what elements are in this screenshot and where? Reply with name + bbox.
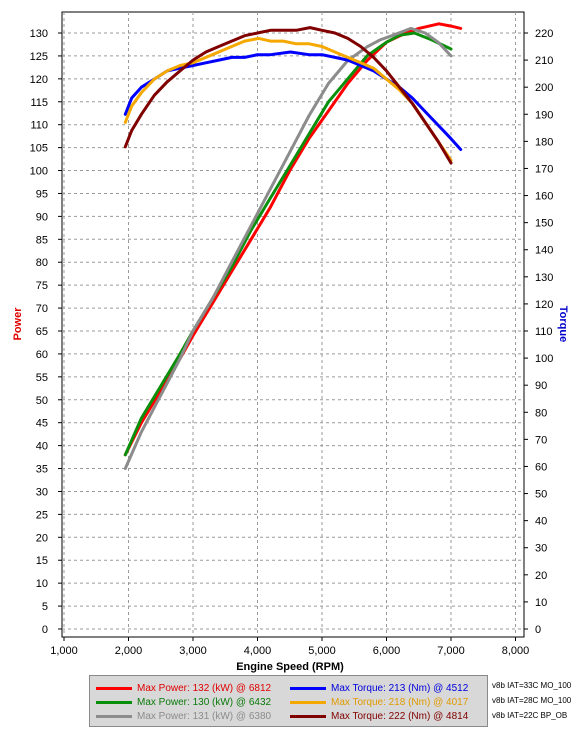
- power-tick-label: 40: [36, 441, 48, 453]
- legend-item-green: Max Power: 130 (kW) @ 6432: [96, 697, 271, 708]
- power-tick-label: 25: [36, 509, 48, 521]
- power-tick-label: 110: [30, 120, 48, 132]
- power-tick-label: 45: [36, 418, 48, 430]
- legend-swatch-orange: [290, 701, 326, 704]
- torque-tick-label: 70: [535, 434, 547, 446]
- power-tick-label: 95: [36, 188, 48, 200]
- legend-swatch-green: [96, 701, 132, 704]
- power-tick-label: 15: [36, 555, 48, 567]
- legend-label-blue: Max Torque: 213 (Nm) @ 4512: [331, 683, 469, 694]
- torque-tick-label: 80: [535, 407, 547, 419]
- legend-item-red: Max Power: 132 (kW) @ 6812: [96, 683, 271, 694]
- torque-tick-label: 60: [535, 461, 547, 473]
- legend-label-darkred: Max Torque: 222 (Nm) @ 4814: [331, 711, 469, 722]
- legend-label-red: Max Power: 132 (kW) @ 6812: [137, 683, 272, 694]
- legend-item-darkred: Max Torque: 222 (Nm) @ 4814: [290, 711, 468, 722]
- legend-item-blue: Max Torque: 213 (Nm) @ 4512: [290, 683, 468, 694]
- series-lines: [123, 22, 463, 470]
- power-tick-label: 35: [36, 464, 48, 476]
- legend-swatch-gray: [96, 715, 132, 718]
- legend-swatch-blue: [290, 687, 326, 690]
- run-label-1: v8b IAT=33C MO_100: [492, 681, 572, 690]
- power-tick-label: 80: [36, 257, 48, 269]
- torque-tick-label: 0: [535, 624, 541, 636]
- power-tick-label: 20: [36, 532, 48, 544]
- x-tick-label: 5,000: [308, 645, 336, 657]
- torque-tick-label: 220: [535, 28, 553, 40]
- torque-tick-label: 100: [535, 353, 553, 365]
- power-tick-label: 55: [36, 372, 48, 384]
- torque-tick-label: 150: [535, 218, 553, 230]
- x-axis-ticks: 1,000 2,000 3,000 4,000 5,000 6,000 7,000 8,000: [50, 637, 529, 657]
- torque-tick-label: 20: [535, 570, 547, 582]
- x-tick-label: 1,000: [50, 645, 78, 657]
- power-tick-label: 105: [30, 143, 48, 155]
- power-tick-label: 115: [30, 97, 48, 109]
- torque-tick-label: 180: [535, 136, 553, 148]
- power-axis-label: Power: [12, 307, 24, 341]
- power-tick-label: 90: [36, 211, 48, 223]
- power-tick-label: 0: [42, 624, 48, 636]
- torque-tick-label: 10: [535, 597, 547, 609]
- torque-axis-label: Torque: [557, 306, 569, 342]
- run-label-3: v8b IAT=22C BP_OB: [492, 711, 568, 720]
- run-label-2: v8b IAT=28C MO_100: [492, 696, 572, 705]
- legend: Max Power: 132 (kW) @ 6812 Max Power: 13…: [89, 675, 488, 727]
- series-line-power-3: [123, 26, 453, 470]
- torque-tick-label: 90: [535, 380, 547, 392]
- torque-tick-label: 200: [535, 82, 553, 94]
- legend-item-gray: Max Power: 131 (kW) @ 6380: [96, 711, 271, 722]
- dyno-chart: 1,000 2,000 3,000 4,000 5,000 6,000 7,000 8,000…: [12, 11, 569, 673]
- power-tick-label: 70: [36, 303, 48, 315]
- power-tick-label: 125: [30, 51, 48, 63]
- legend-label-green: Max Power: 130 (kW) @ 6432: [137, 697, 272, 708]
- torque-tick-label: 170: [535, 163, 553, 175]
- legend-swatch-red: [96, 687, 132, 690]
- legend-swatch-darkred: [290, 715, 326, 718]
- x-tick-label: 7,000: [437, 645, 465, 657]
- legend-label-orange: Max Torque: 218 (Nm) @ 4017: [331, 697, 469, 708]
- power-axis-ticks: 0 5 10 15 20 25 30 35 40 45 50 55 60 65 70 75 80 85 90 95 10…: [30, 28, 62, 636]
- torque-tick-label: 120: [535, 299, 553, 311]
- power-tick-label: 30: [36, 486, 48, 498]
- torque-tick-label: 190: [535, 109, 553, 121]
- power-tick-label: 65: [36, 326, 48, 338]
- torque-tick-label: 160: [535, 191, 553, 203]
- legend-item-orange: Max Torque: 218 (Nm) @ 4017: [290, 697, 468, 708]
- torque-tick-label: 40: [535, 516, 547, 528]
- series-line-torque-6: [123, 26, 453, 165]
- torque-tick-label: 30: [535, 543, 547, 555]
- series-line-torque-5: [123, 36, 453, 162]
- torque-tick-label: 130: [535, 272, 553, 284]
- power-tick-label: 85: [36, 234, 48, 246]
- x-tick-label: 3,000: [179, 645, 207, 657]
- power-tick-label: 75: [36, 280, 48, 292]
- legend-label-gray: Max Power: 131 (kW) @ 6380: [137, 711, 272, 722]
- x-tick-label: 4,000: [244, 645, 272, 657]
- power-tick-label: 120: [30, 74, 48, 86]
- power-tick-label: 60: [36, 349, 48, 361]
- x-tick-label: 8,000: [502, 645, 530, 657]
- power-tick-label: 5: [42, 601, 48, 613]
- torque-tick-label: 210: [535, 55, 553, 67]
- power-tick-label: 10: [36, 578, 48, 590]
- x-axis-label: Engine Speed (RPM): [236, 661, 344, 673]
- x-tick-label: 2,000: [115, 645, 143, 657]
- torque-tick-label: 140: [535, 245, 553, 257]
- power-tick-label: 130: [30, 28, 48, 40]
- x-tick-label: 6,000: [373, 645, 401, 657]
- power-tick-label: 100: [30, 166, 48, 178]
- torque-tick-label: 110: [535, 326, 553, 338]
- series-line-power-2: [123, 31, 453, 457]
- torque-axis-ticks: 0 10 20 30 40 50 60 70 80 90 100 110 120 130 140 150 160…: [524, 28, 553, 636]
- power-tick-label: 50: [36, 395, 48, 407]
- torque-tick-label: 50: [535, 489, 547, 501]
